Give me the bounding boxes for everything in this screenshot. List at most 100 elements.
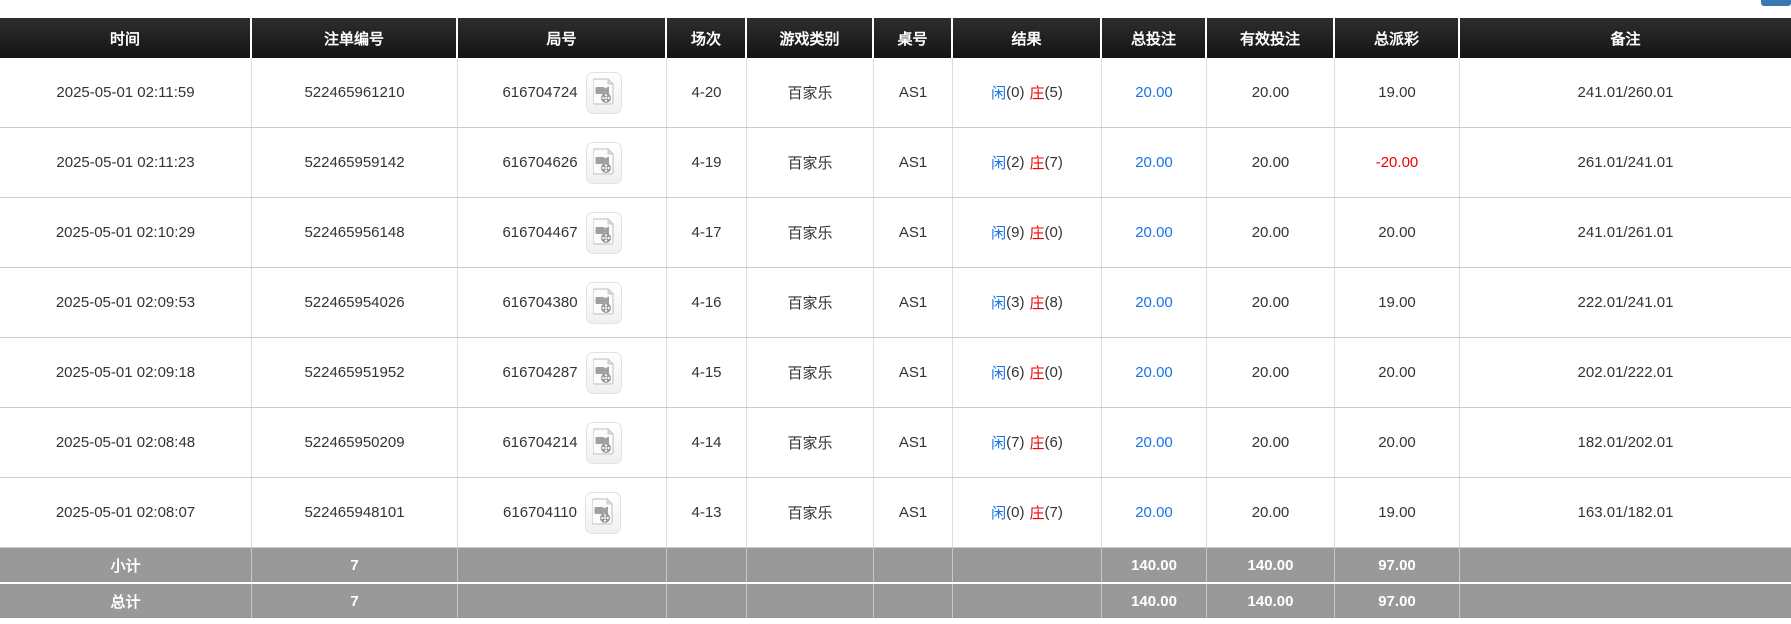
subtotal-empty-cell: [747, 548, 874, 582]
total-count: 7: [252, 584, 458, 618]
video-file-icon: [591, 77, 615, 108]
session-cell: 4-13: [667, 478, 747, 547]
time-cell: 2025-05-01 02:11:59: [0, 58, 252, 127]
total-empty-cell: [1460, 584, 1791, 618]
video-replay-button[interactable]: [585, 211, 622, 254]
subtotal-empty-cell: [953, 548, 1102, 582]
valid-bet-cell: 20.00: [1207, 478, 1335, 547]
remark-cell: 261.01/241.01: [1577, 154, 1674, 171]
banker-result-count: (7): [1044, 154, 1063, 171]
col-header-valid-bet: 有效投注: [1207, 18, 1335, 58]
time-cell: 2025-05-01 02:08:48: [0, 408, 252, 477]
round-number-cell: 616704287: [458, 338, 667, 407]
bet-number-cell: 522465961210: [252, 58, 458, 127]
game-type-cell: 百家乐: [747, 338, 874, 407]
bet-number-cell: 522465950209: [252, 408, 458, 477]
total-empty-cell: [747, 584, 874, 618]
total-bet-link[interactable]: 20.00: [1102, 408, 1207, 477]
video-replay-button[interactable]: [585, 141, 622, 184]
total-bet-link[interactable]: 20.00: [1102, 58, 1207, 127]
table-number-cell: AS1: [874, 128, 953, 197]
total-bet-link[interactable]: 20.00: [1102, 268, 1207, 337]
result-cell: 闲 (6) 庄 (0): [953, 338, 1102, 407]
result-cell: 闲 (2) 庄 (7): [953, 128, 1102, 197]
video-replay-button[interactable]: [585, 351, 622, 394]
video-replay-button[interactable]: [585, 71, 622, 114]
banker-result-count: (6): [1044, 434, 1063, 451]
time-cell: 2025-05-01 02:10:29: [0, 198, 252, 267]
banker-result-label: 庄: [1029, 435, 1045, 452]
result-cell: 闲 (3) 庄 (8): [953, 268, 1102, 337]
total-payout-cell: 20.00: [1335, 338, 1460, 407]
total-empty-cell: [953, 584, 1102, 618]
total-empty-cell: [458, 584, 667, 618]
valid-bet-cell: 20.00: [1207, 58, 1335, 127]
table-row: 2025-05-01 02:08:07 522465948101 616704110…: [0, 478, 1791, 548]
session-cell: 4-17: [667, 198, 747, 267]
player-result-label: 闲: [991, 365, 1007, 382]
player-result-count: (0): [1006, 504, 1025, 521]
result-cell: 闲 (9) 庄 (0): [953, 198, 1102, 267]
player-result-count: (7): [1006, 434, 1025, 451]
player-result-count: (2): [1006, 154, 1025, 171]
time-cell: 2025-05-01 02:09:18: [0, 338, 252, 407]
banker-result-label: 庄: [1029, 295, 1045, 312]
table-body: 2025-05-01 02:11:59 522465961210 616704724…: [0, 58, 1791, 548]
banker-result-label: 庄: [1029, 365, 1045, 382]
col-header-time: 时间: [0, 18, 252, 58]
player-result-count: (0): [1006, 84, 1025, 101]
round-number: 616704724: [502, 84, 578, 101]
total-label: 总计: [0, 584, 252, 618]
total-bet-link[interactable]: 20.00: [1102, 478, 1207, 547]
table-row: 2025-05-01 02:09:53 522465954026 616704380…: [0, 268, 1791, 338]
video-replay-button[interactable]: [585, 421, 622, 464]
round-number-cell: 616704380: [458, 268, 667, 337]
session-cell: 4-15: [667, 338, 747, 407]
session-cell: 4-20: [667, 58, 747, 127]
subtotal-label: 小计: [0, 548, 252, 582]
player-result-label: 闲: [991, 155, 1007, 172]
subtotal-empty-cell: [874, 548, 953, 582]
total-bet-link[interactable]: 20.00: [1102, 128, 1207, 197]
table-number-cell: AS1: [874, 268, 953, 337]
col-header-round-number: 局号: [458, 18, 667, 58]
bet-number-cell: 522465956148: [252, 198, 458, 267]
game-type-cell: 百家乐: [747, 478, 874, 547]
time-cell: 2025-05-01 02:09:53: [0, 268, 252, 337]
player-result-count: (3): [1006, 294, 1025, 311]
total-empty-cell: [874, 584, 953, 618]
subtotal-empty-cell: [667, 548, 747, 582]
banker-result-label: 庄: [1029, 225, 1045, 242]
bet-number-cell: 522465948101: [252, 478, 458, 547]
result-cell: 闲 (7) 庄 (6): [953, 408, 1102, 477]
video-replay-button[interactable]: [585, 281, 622, 324]
round-number: 616704110: [503, 504, 577, 521]
banker-result-count: (8): [1044, 294, 1063, 311]
subtotal-count: 7: [252, 548, 458, 582]
valid-bet-cell: 20.00: [1207, 128, 1335, 197]
video-replay-button[interactable]: [584, 491, 621, 534]
total-total-bet: 140.00: [1102, 584, 1207, 618]
subtotal-total-payout: 97.00: [1335, 548, 1460, 582]
remark-cell: 182.01/202.01: [1577, 434, 1674, 451]
remark-cell: 163.01/182.01: [1577, 504, 1674, 521]
partial-blue-button[interactable]: [1761, 0, 1791, 6]
video-file-icon: [591, 357, 615, 388]
table-number-cell: AS1: [874, 478, 953, 547]
result-cell: 闲 (0) 庄 (7): [953, 478, 1102, 547]
banker-result-count: (0): [1044, 364, 1063, 381]
total-bet-link[interactable]: 20.00: [1102, 338, 1207, 407]
total-empty-cell: [667, 584, 747, 618]
video-file-icon: [591, 287, 615, 318]
table-row: 2025-05-01 02:11:59 522465961210 616704724…: [0, 58, 1791, 128]
total-bet-link[interactable]: 20.00: [1102, 198, 1207, 267]
col-header-table-number: 桌号: [874, 18, 953, 58]
col-header-total-payout: 总派彩: [1335, 18, 1460, 58]
player-result-label: 闲: [991, 505, 1007, 522]
round-number-cell: 616704214: [458, 408, 667, 477]
round-number: 616704626: [502, 154, 578, 171]
round-number-cell: 616704110: [458, 478, 667, 547]
banker-result-label: 庄: [1029, 505, 1045, 522]
game-type-cell: 百家乐: [747, 268, 874, 337]
bet-number-cell: 522465951952: [252, 338, 458, 407]
